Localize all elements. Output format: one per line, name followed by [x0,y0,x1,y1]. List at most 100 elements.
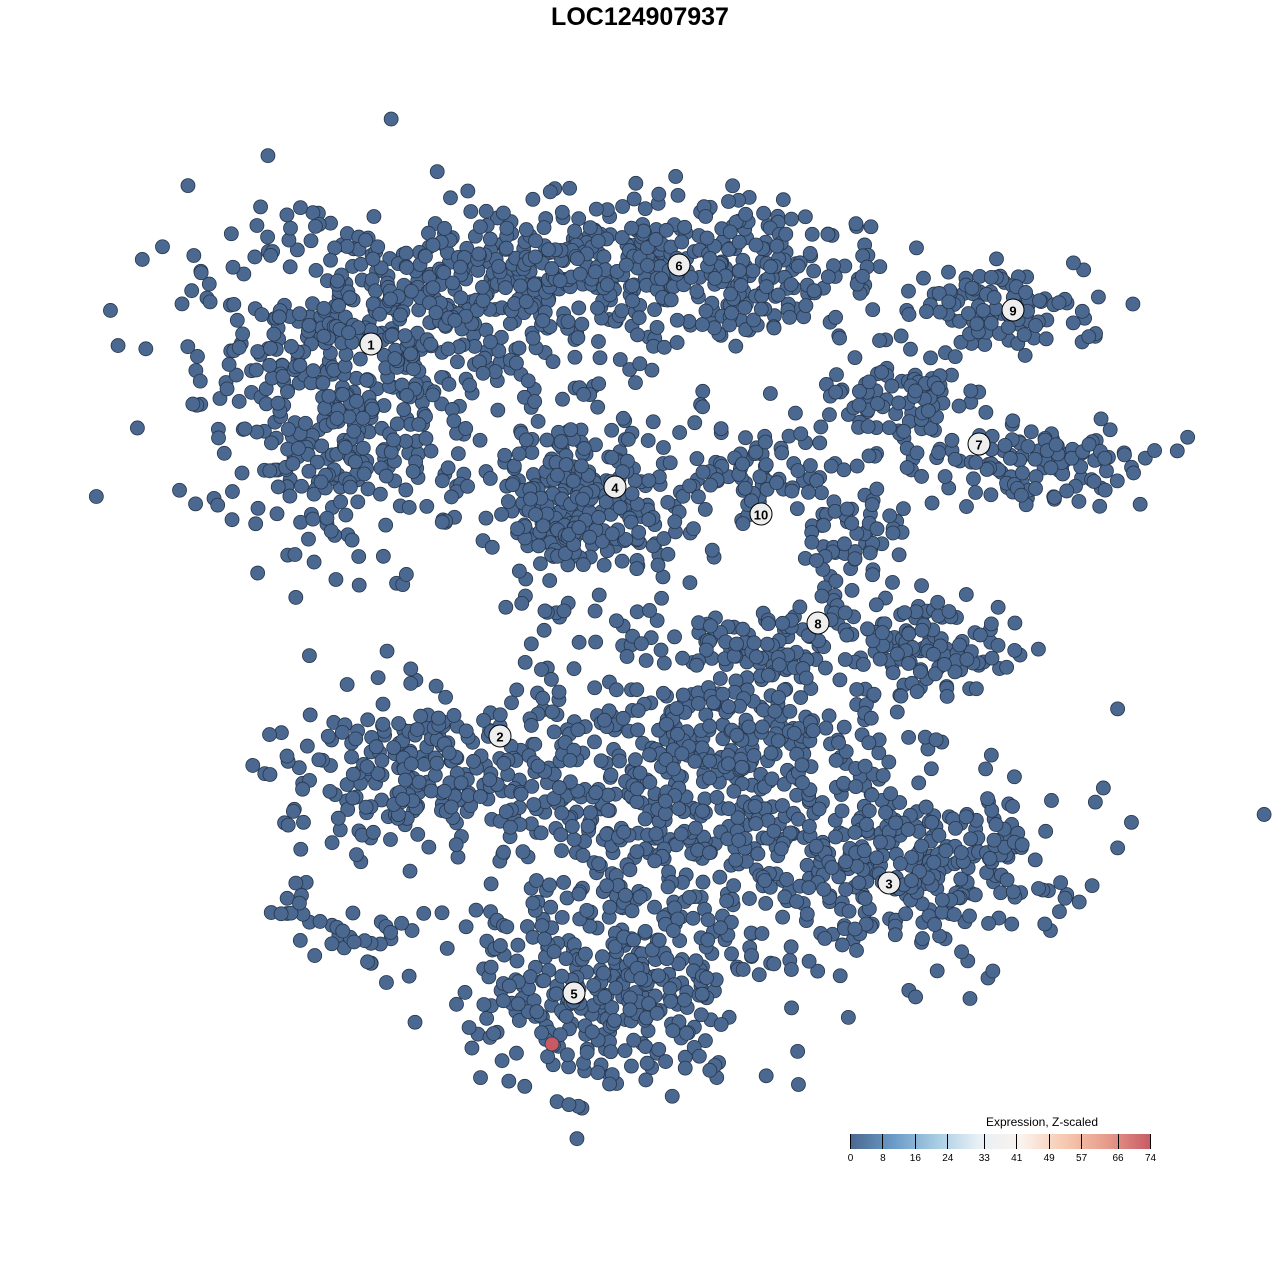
data-point [670,187,686,203]
data-point [1057,890,1073,906]
data-point [540,1049,555,1064]
data-point [375,548,391,564]
data-point [721,242,736,257]
data-point [782,703,798,719]
data-point [985,963,1001,979]
data-point [964,280,980,296]
data-point [590,300,605,316]
data-point [993,885,1009,901]
data-point [554,968,570,984]
data-point [682,890,697,905]
data-point [588,785,604,801]
data-point [640,433,656,448]
data-point [103,303,118,318]
data-point [656,440,671,455]
data-point [629,781,645,797]
data-point [509,355,524,371]
data-point [587,264,603,280]
data-point [303,233,319,249]
data-point [801,819,817,834]
data-point [556,875,572,890]
data-point [651,968,666,983]
data-point [689,451,705,466]
data-point [827,503,843,519]
data-point [1091,289,1106,305]
data-point [686,521,701,537]
data-point [790,1044,806,1059]
data-point [658,793,673,809]
data-point [283,220,298,236]
data-point [293,841,309,857]
data-point [494,1053,510,1069]
data-point [811,801,827,817]
data-point [690,696,706,711]
data-point [579,1044,595,1060]
data-point [946,907,962,922]
data-point [662,455,678,471]
cluster-label: 9 [1009,304,1016,319]
data-point [704,542,720,558]
data-point [700,912,716,928]
data-point [356,466,372,482]
data-point [365,251,381,267]
data-point [443,190,458,206]
data-point [656,339,672,355]
data-point [622,862,638,878]
data-point [386,432,401,448]
data-point [953,845,969,860]
data-point [757,873,773,888]
colorbar-tick [850,1134,851,1149]
data-point [323,523,339,539]
data-point [698,209,714,224]
data-point [931,445,946,460]
data-point [530,414,546,429]
data-point [316,300,332,316]
data-point [929,963,945,979]
data-point [554,805,570,821]
data-point [889,704,905,720]
data-point [275,369,291,384]
data-point [569,251,585,267]
data-point [612,753,627,769]
data-point [365,824,381,840]
data-point [779,872,795,887]
data-point [331,298,347,314]
data-point [410,826,426,842]
data-point [983,747,999,763]
data-point [626,932,641,948]
data-point [713,421,729,437]
data-point [801,880,817,896]
data-point [808,838,824,854]
data-point [565,473,581,489]
data-point [746,748,762,763]
data-point [1000,319,1016,335]
data-point [721,194,736,209]
data-point [324,936,340,952]
data-point [517,1078,533,1094]
data-point [313,474,329,490]
data-point [632,889,648,905]
data-point [296,814,311,830]
data-point [283,339,299,354]
data-point [968,681,984,697]
data-point [418,248,433,264]
data-point [814,485,829,501]
data-point [688,820,703,836]
data-point [542,184,558,200]
data-point [665,923,681,938]
data-point [229,312,245,328]
data-point [667,514,683,530]
data-point [754,926,770,941]
data-point [822,407,837,423]
data-point [619,649,635,664]
data-point [997,437,1013,453]
data-point [579,903,595,918]
data-point [349,393,364,409]
data-point [628,752,643,768]
data-point [980,791,995,807]
data-point [1071,493,1087,509]
data-point [958,809,974,825]
data-point [473,1070,488,1086]
data-point [782,309,797,325]
data-point [925,646,941,662]
